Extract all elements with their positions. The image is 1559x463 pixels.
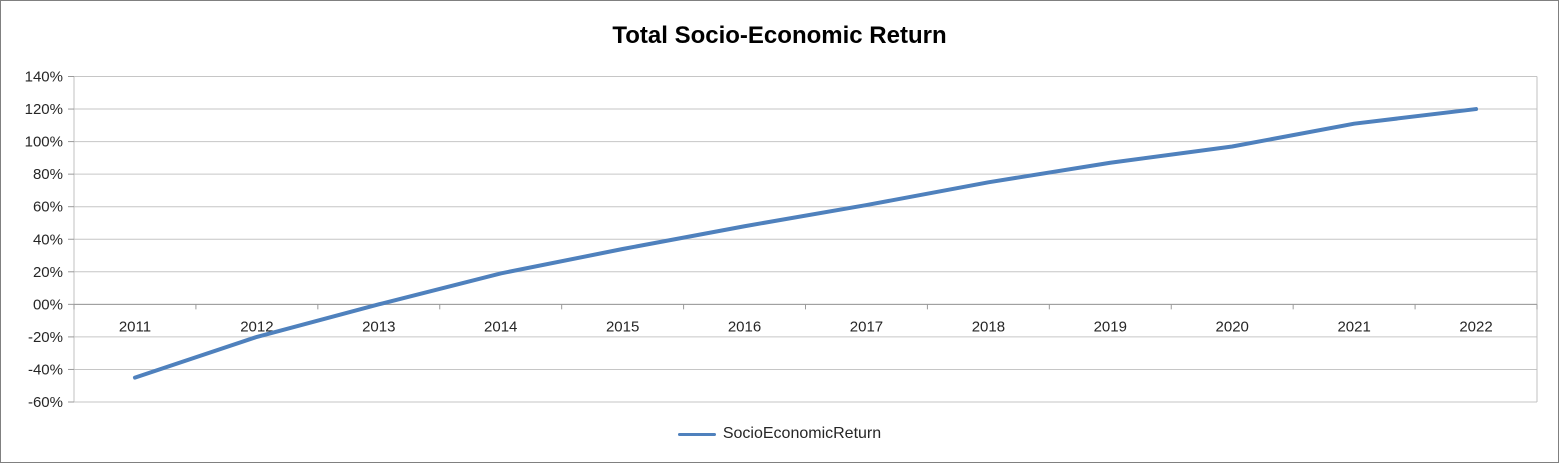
x-axis-label: 2022 xyxy=(1459,318,1492,335)
x-axis-label: 2018 xyxy=(972,318,1005,335)
x-axis-label: 2019 xyxy=(1094,318,1127,335)
y-axis-label: 100% xyxy=(25,134,63,151)
y-axis-label: 40% xyxy=(33,231,63,248)
x-axis-label: 2017 xyxy=(850,318,883,335)
y-axis-label: 120% xyxy=(25,101,63,118)
y-axis-label: -20% xyxy=(28,329,63,346)
series-line xyxy=(132,107,1479,380)
x-axis-label: 2015 xyxy=(606,318,639,335)
legend-line-swatch xyxy=(677,432,716,436)
legend-label: SocioEconomicReturn xyxy=(722,425,882,442)
y-axis-label: 140% xyxy=(25,69,63,86)
y-axis-label: 60% xyxy=(33,199,63,216)
x-axis-label: 2016 xyxy=(728,318,761,335)
x-axis-label: 2020 xyxy=(1216,318,1249,335)
x-axis-label: 2014 xyxy=(484,318,517,335)
x-axis-label: 2011 xyxy=(119,318,151,335)
x-axis-label: 2013 xyxy=(362,318,395,335)
y-axis-label: -60% xyxy=(28,394,63,411)
legend: SocioEconomicReturn xyxy=(1,425,1558,443)
x-axis-label: 2021 xyxy=(1337,318,1370,335)
y-axis-label: 80% xyxy=(33,166,63,183)
y-axis-label: 00% xyxy=(33,296,63,313)
y-axis-label: -40% xyxy=(28,361,63,378)
chart-title: Total Socio-Economic Return xyxy=(612,22,947,49)
x-axis-label: 2012 xyxy=(240,318,273,335)
y-axis-label: 20% xyxy=(33,264,63,281)
